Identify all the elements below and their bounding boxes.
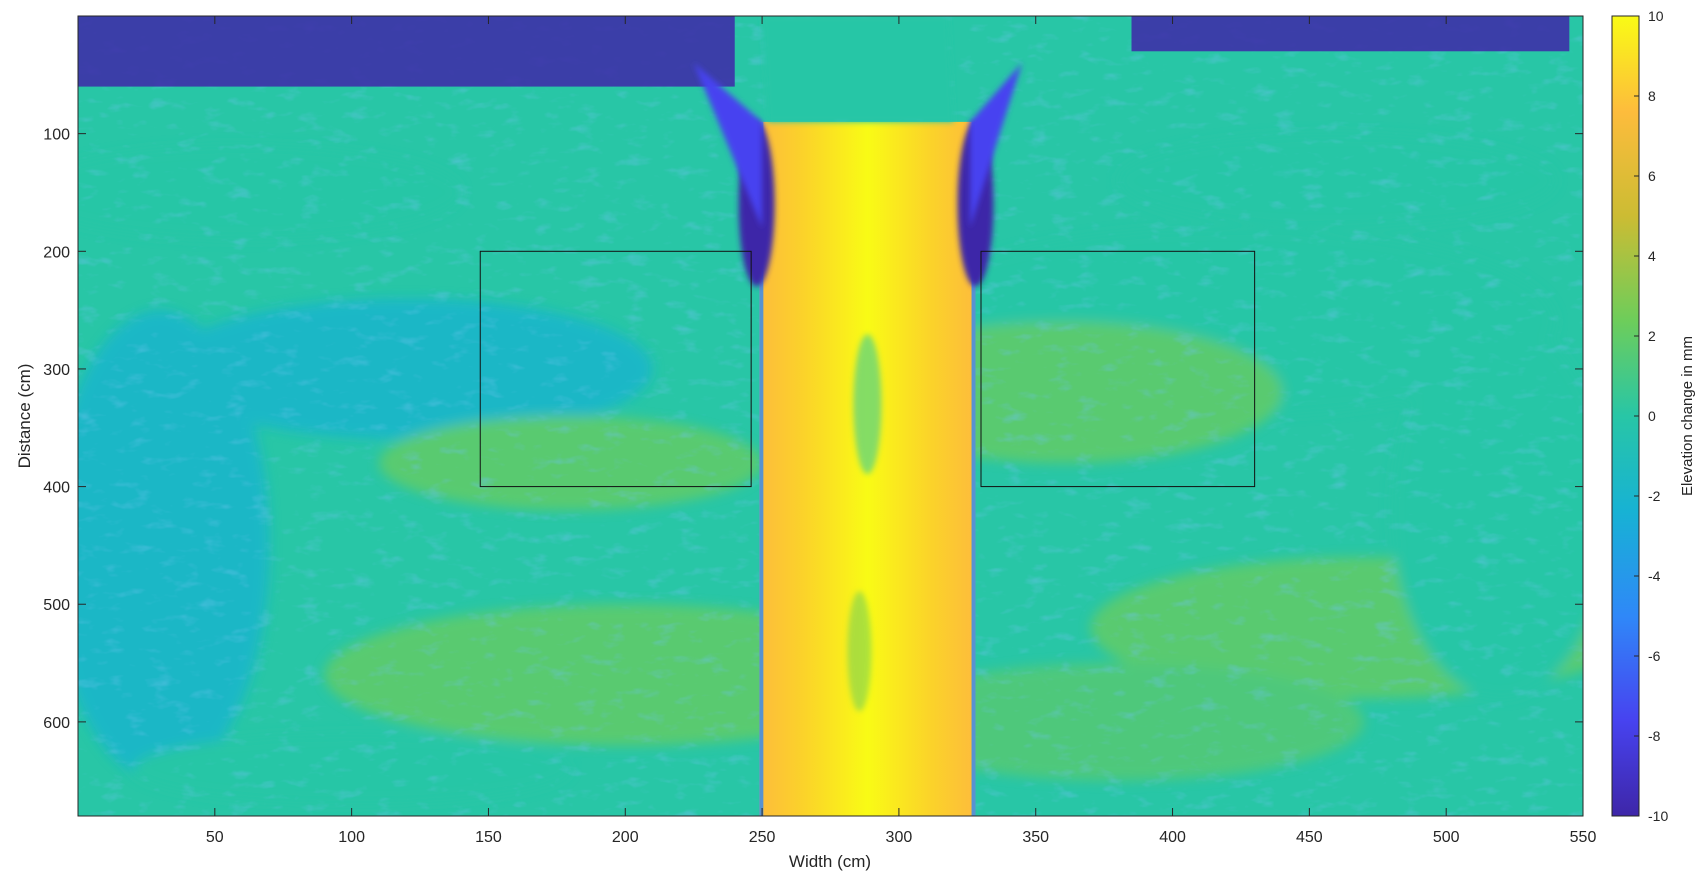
x-tick-label: 300 (886, 829, 913, 846)
x-tick-label: 50 (206, 829, 224, 846)
annotation-layer (479, 250, 1256, 488)
colorbar-label: Elevation change in mm (1679, 336, 1696, 496)
x-tick-label: 550 (1570, 829, 1597, 846)
inlet-funnel-scour (970, 63, 1023, 228)
x-axis-label: Width (cm) (789, 852, 871, 871)
colorbar-tick-label: 0 (1648, 408, 1656, 424)
y-axis: 100 200 300 400 500 600 (43, 127, 1583, 732)
y-tick-label: 100 (43, 127, 70, 144)
x-axis: 50 100 150 200 250 300 350 400 450 500 550 (206, 16, 1597, 846)
y-tick-label: 500 (43, 597, 70, 614)
colorbar-tick-label: 2 (1648, 328, 1656, 344)
y-axis-label: Distance (cm) (15, 364, 34, 469)
colorbar-tick-label: -4 (1648, 568, 1661, 584)
x-tick-label: 150 (475, 829, 502, 846)
annotation-rectangle (980, 250, 1256, 488)
inlet-funnel-scour (693, 63, 763, 228)
y-tick-label: 600 (43, 715, 70, 732)
inlet-scour (1131, 16, 1570, 52)
x-tick-label: 450 (1296, 829, 1323, 846)
colorbar-ticks: 10 8 6 4 2 0 -2 -4 -6 -8 -10 (1634, 8, 1668, 824)
annotation-rectangle (479, 250, 752, 488)
x-tick-label: 250 (749, 829, 776, 846)
channel-center-band (853, 334, 882, 475)
channel-center-band (847, 591, 872, 712)
colorbar-tick-label: 10 (1648, 8, 1664, 24)
heatmap-image (78, 16, 1583, 816)
colorbar-tick-label: 6 (1648, 168, 1656, 184)
y-tick-label: 300 (43, 362, 70, 379)
x-tick-label: 500 (1433, 829, 1460, 846)
plot-frame (77, 15, 1584, 817)
inlet-scour (78, 16, 735, 87)
colorbar-tick-label: -10 (1648, 808, 1668, 824)
colorbar-tick-label: -8 (1648, 728, 1661, 744)
y-tick-label: 400 (43, 480, 70, 497)
x-tick-label: 350 (1022, 829, 1049, 846)
x-tick-label: 400 (1159, 829, 1186, 846)
colorbar-tick-label: -6 (1648, 648, 1661, 664)
x-tick-label: 200 (612, 829, 639, 846)
x-tick-label: 100 (338, 829, 365, 846)
colorbar-tick-label: 4 (1648, 248, 1656, 264)
colorbar-tick-label: 8 (1648, 88, 1656, 104)
inlet-funnel (762, 16, 954, 122)
colorbar-tick-label: -2 (1648, 488, 1661, 504)
y-tick-label: 200 (43, 244, 70, 261)
